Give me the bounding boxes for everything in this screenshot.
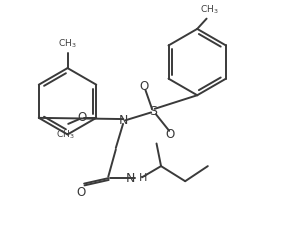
Text: N: N bbox=[119, 114, 128, 127]
Text: CH$_3$: CH$_3$ bbox=[56, 128, 74, 141]
Text: O: O bbox=[77, 111, 86, 124]
Text: S: S bbox=[150, 105, 157, 118]
Text: CH$_3$: CH$_3$ bbox=[58, 38, 77, 50]
Text: O: O bbox=[140, 80, 149, 93]
Text: H: H bbox=[138, 173, 147, 183]
Text: O: O bbox=[165, 128, 175, 141]
Text: CH$_3$: CH$_3$ bbox=[200, 3, 219, 16]
Text: N: N bbox=[126, 172, 135, 185]
Text: O: O bbox=[77, 186, 86, 199]
